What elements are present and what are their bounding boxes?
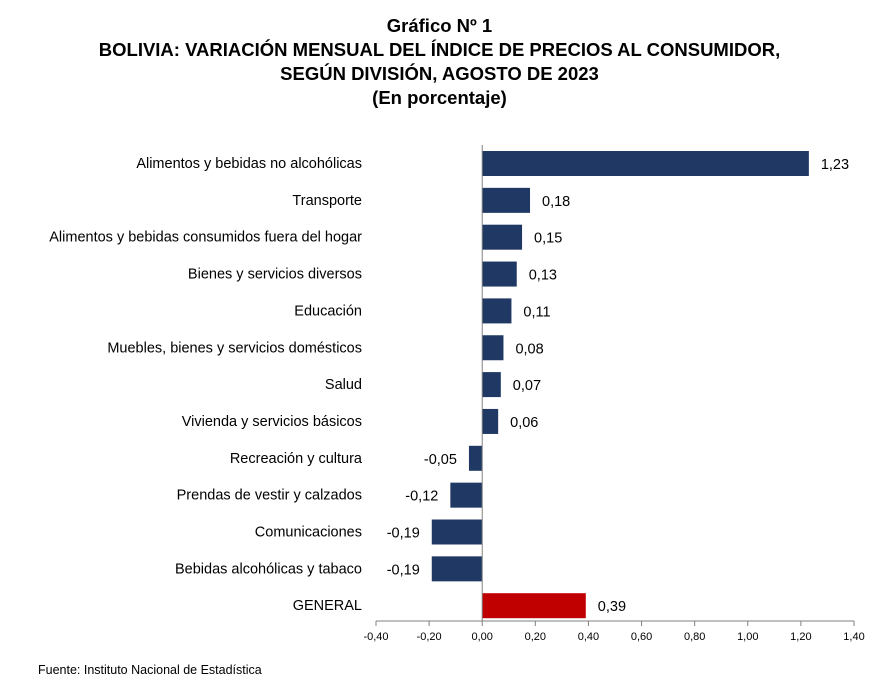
x-tick-label: -0,20 [417,631,442,643]
x-tick-label: -0,40 [363,631,388,643]
value-label: 1,23 [821,157,849,173]
category-label: Bebidas alcohólicas y tabaco [175,561,362,577]
value-label: 0,11 [523,304,550,320]
bar [468,445,483,471]
bar [431,519,483,545]
x-axis: -0,40 -0,20 0,00 0,20 0,40 0,60 0,80 1,00 1,20 1,… [363,145,865,643]
bar [482,372,501,398]
bar [482,335,504,361]
x-tick-label: 1,00 [737,631,758,643]
category-label: Recreación y cultura [230,451,363,467]
category-labels-group: Alimentos y bebidas no alcohólicas Transp… [49,156,363,614]
x-tick-label: 1,20 [790,631,811,643]
category-label: Salud [325,377,362,393]
value-label: -0,12 [405,489,438,505]
bars-group [431,151,809,619]
bar [450,482,483,508]
x-tick-label: 0,40 [578,631,599,643]
bar [482,408,499,434]
x-tick-label: 0,00 [472,631,493,643]
value-label: 0,15 [534,231,562,247]
bar [482,224,523,250]
bar [482,298,512,324]
category-label: GENERAL [293,598,362,614]
category-label: Alimentos y bebidas no alcohólicas [136,156,362,172]
source-note: Fuente: Instituto Nacional de Estadístic… [38,663,262,677]
value-label: -0,19 [387,526,420,542]
chart-subtitle-line-1: BOLIVIA: VARIACIÓN MENSUAL DEL ÍNDICE DE… [98,39,781,60]
bar [431,556,483,582]
value-label: 0,08 [515,341,543,357]
category-label: Muebles, bienes y servicios domésticos [107,340,362,356]
chart-title: Gráfico Nº 1 [386,15,493,36]
x-tick-label: 0,80 [684,631,705,643]
category-label: Prendas de vestir y calzados [177,488,362,504]
category-label: Bienes y servicios diversos [188,267,362,283]
value-label: 0,13 [529,268,557,284]
category-label: Educación [294,303,362,319]
category-label: Transporte [292,193,362,209]
chart-subtitle-line-2: SEGÚN DIVISIÓN, AGOSTO DE 2023 [280,63,599,84]
value-label: 0,07 [513,378,541,394]
x-tick-label: 0,20 [525,631,546,643]
chart-subtitle-line-3: (En porcentaje) [372,87,507,108]
value-labels-group: 1,23 0,18 0,15 0,13 0,11 0,08 0,07 0,06 -0,05 -0,… [387,157,849,615]
category-label: Alimentos y bebidas consumidos fuera del… [49,230,362,246]
bar [482,151,809,176]
value-label: 0,18 [542,194,570,210]
category-label: Comunicaciones [255,525,362,541]
value-label: -0,05 [424,452,457,468]
bar [482,187,531,213]
chart-title-block: Gráfico Nº 1 BOLIVIA: VARIACIÓN MENSUAL … [0,14,879,110]
x-tick-label: 1,40 [843,631,864,643]
value-label: 0,06 [510,415,538,431]
value-label: -0,19 [387,562,420,578]
value-label: 0,39 [598,599,626,615]
x-tick-label: 0,60 [631,631,652,643]
bar [482,261,517,287]
category-label: Vivienda y servicios básicos [182,414,362,430]
bar [482,593,586,619]
